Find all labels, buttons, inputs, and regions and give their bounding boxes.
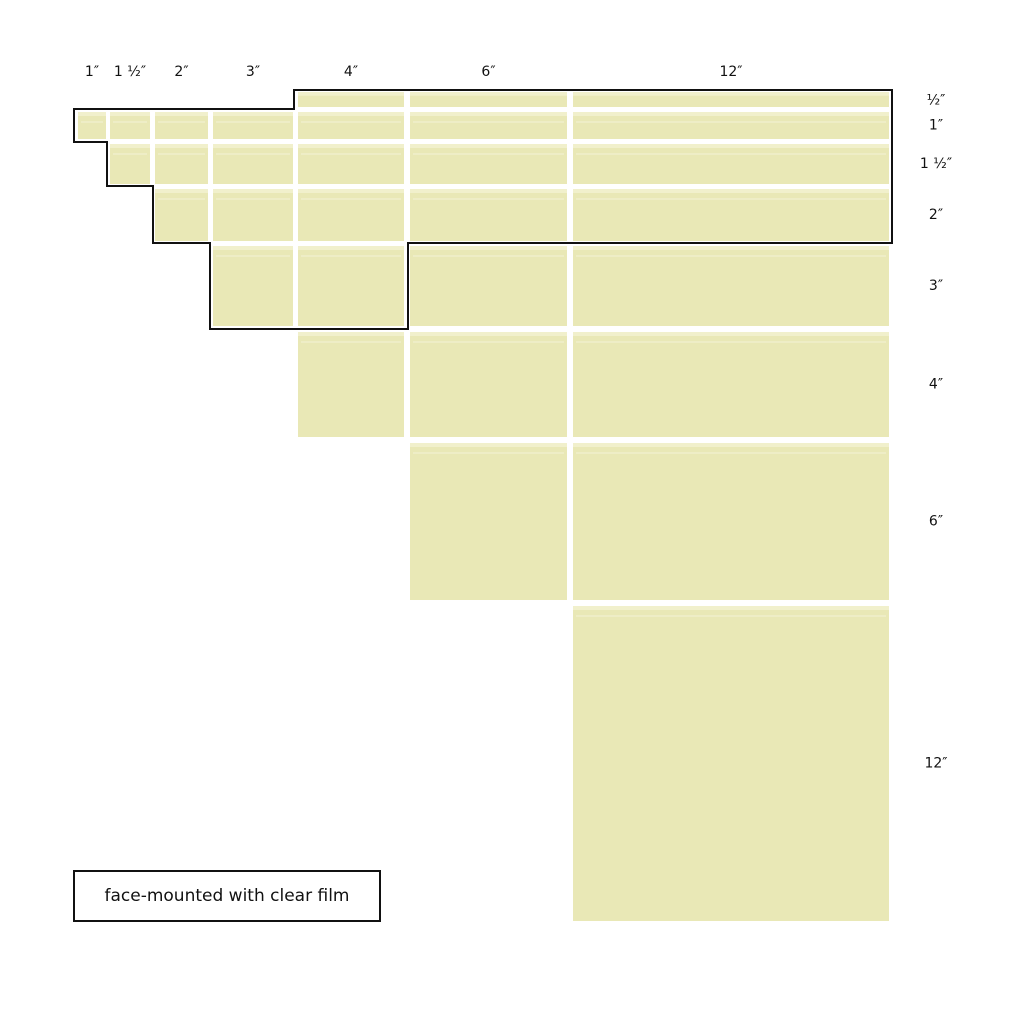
tile-highlight <box>213 189 293 193</box>
tile-highlight <box>573 189 889 193</box>
tile <box>213 189 293 241</box>
tile <box>298 332 404 437</box>
tile <box>298 189 404 241</box>
tile <box>410 246 567 326</box>
tile <box>155 112 208 139</box>
tile-highlight <box>573 144 889 148</box>
tile-highlight <box>410 92 567 96</box>
row-label: ½″ <box>927 93 946 109</box>
column-label: 1 ½″ <box>114 64 146 80</box>
tile <box>213 144 293 184</box>
tile-highlight <box>410 246 567 250</box>
tile-highlight <box>110 144 150 148</box>
row-label: 12″ <box>924 756 947 772</box>
tile-highlight <box>213 246 293 250</box>
tile-highlight <box>573 92 889 96</box>
column-label: 1″ <box>85 64 99 80</box>
row-label: 3″ <box>929 278 943 294</box>
tiles <box>78 92 889 921</box>
tile-highlight <box>573 606 889 610</box>
tile-highlight <box>298 112 404 116</box>
tile-highlight <box>298 92 404 96</box>
tile-highlight <box>573 246 889 250</box>
legend-box <box>73 870 381 922</box>
tile-highlight <box>110 112 150 116</box>
tile-highlight <box>410 189 567 193</box>
tile-highlight <box>298 144 404 148</box>
face-mounted-outline <box>73 89 893 330</box>
tile <box>410 332 567 437</box>
tile-highlight <box>298 332 404 336</box>
tile <box>155 144 208 184</box>
tile <box>410 144 567 184</box>
row-label: 1 ½″ <box>920 156 952 172</box>
tile-highlight <box>213 112 293 116</box>
tile <box>298 112 404 139</box>
tile <box>573 443 889 600</box>
tile-highlight <box>155 144 208 148</box>
tile <box>410 189 567 241</box>
row-label: 6″ <box>929 514 943 530</box>
tile-highlight <box>298 189 404 193</box>
tile-highlight <box>213 144 293 148</box>
tile <box>213 112 293 139</box>
row-label: 1″ <box>929 118 943 134</box>
tile-highlight <box>155 189 208 193</box>
tile <box>573 606 889 921</box>
tile <box>410 112 567 139</box>
tile <box>298 144 404 184</box>
tile-highlight <box>410 332 567 336</box>
column-label: 6″ <box>481 64 495 80</box>
tile <box>213 246 293 326</box>
column-label: 4″ <box>344 64 358 80</box>
tile-highlight <box>298 246 404 250</box>
tile-highlight <box>573 443 889 447</box>
row-label: 4″ <box>929 377 943 393</box>
tile-highlight <box>78 112 106 116</box>
tile-highlight <box>410 144 567 148</box>
tile <box>410 443 567 600</box>
column-label: 3″ <box>246 64 260 80</box>
tile <box>573 189 889 241</box>
row-label: 2″ <box>929 207 943 223</box>
tile <box>78 112 106 139</box>
tile <box>110 144 150 184</box>
tile <box>573 112 889 139</box>
tile <box>298 246 404 326</box>
tile-highlight <box>155 112 208 116</box>
tile-highlight <box>573 332 889 336</box>
tile <box>573 246 889 326</box>
tile <box>155 189 208 241</box>
column-label: 2″ <box>174 64 188 80</box>
tile <box>110 112 150 139</box>
tile-highlight <box>573 112 889 116</box>
tile <box>573 332 889 437</box>
column-label: 12″ <box>719 64 742 80</box>
tile-highlight <box>410 443 567 447</box>
tile-highlight <box>410 112 567 116</box>
tile <box>573 144 889 184</box>
legend-text: face-mounted with clear film <box>105 886 350 906</box>
